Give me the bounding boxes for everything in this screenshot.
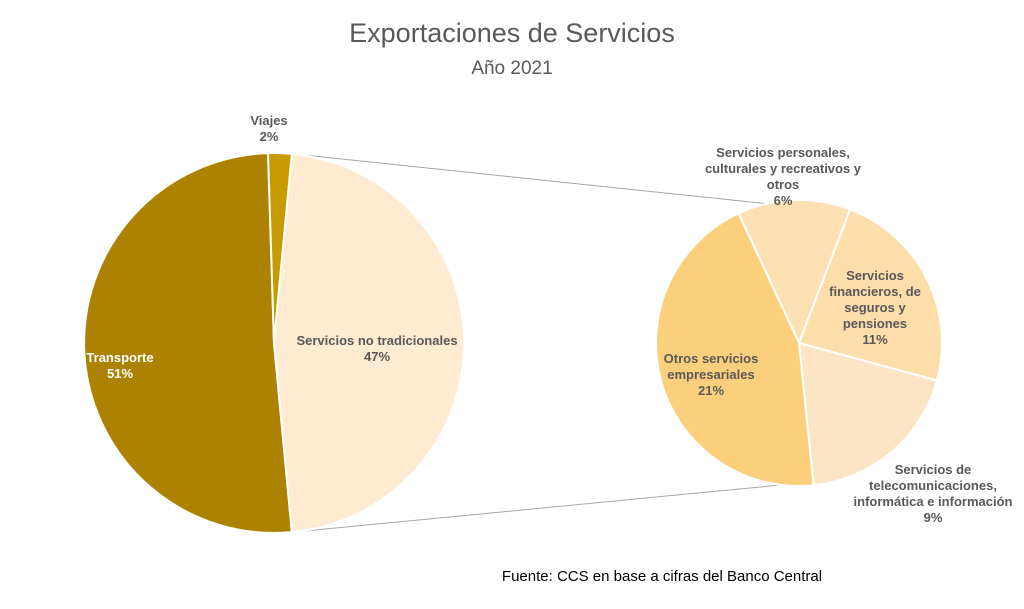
label-viajes-text: Viajes [250,113,287,128]
label-servicios-de-telecomunicaciones-informatica-e-informacion-value: 9% [924,510,943,525]
label-servicios-financieros-de-seguros-y-pensiones-value: 11% [862,332,888,347]
breakdown-pie [655,199,943,487]
source-note: Fuente: CCS en base a cifras del Banco C… [502,568,822,585]
label-servicios-no-tradicionales-value: 47% [364,349,390,364]
connector-lines [291,153,782,533]
label-viajes-value: 2% [260,129,279,144]
breakdown-slice-servicios-financieros-de-seguros-y-pensiones [797,208,943,382]
connector-bottom [291,484,782,533]
label-servicios-personales-culturales-y-recreativos-y-otros-text: Servicios personales, [716,145,850,160]
breakdown-slice-servicios-de-telecomunicaciones-informatica-e-informacion [797,341,939,487]
label-servicios-de-telecomunicaciones-informatica-e-informacion-text: informática e información [854,494,1013,509]
label-servicios-personales-culturales-y-recreativos-y-otros-value: 6% [774,193,793,208]
label-transporte-value: 51% [107,366,133,381]
label-transporte-text: Transporte [86,350,153,365]
main-slice-servicios-no-tradicionales [272,152,465,534]
label-servicios-personales-culturales-y-recreativos-y-otros-text: otros [767,177,800,192]
label-otros-servicios-empresariales-value: 21% [698,383,724,398]
connector-top [291,153,767,205]
label-servicios-personales-culturales-y-recreativos-y-otros-text: culturales y recreativos y [705,161,862,176]
label-servicios-no-tradicionales-text: Servicios no tradicionales [296,333,457,348]
chart-subtitle: Año 2021 [471,58,552,79]
label-servicios-financieros-de-seguros-y-pensiones-text: pensiones [843,316,907,331]
breakdown-slice-servicios-personales-culturales-y-recreativos-y-otros [737,199,852,346]
label-servicios-financieros-de-seguros-y-pensiones-text: financieros, de [829,284,921,299]
label-otros-servicios-empresariales-text: Otros servicios [664,351,759,366]
main-pie [83,151,465,534]
label-otros-servicios-empresariales-text: empresariales [667,367,754,382]
label-servicios-financieros-de-seguros-y-pensiones-text: Servicios [846,268,904,283]
label-servicios-financieros-de-seguros-y-pensiones-text: seguros y [844,300,906,315]
main-slice-transporte [83,152,293,534]
chart-title: Exportaciones de Servicios [349,18,675,48]
breakdown-slice-otros-servicios-empresariales [655,212,815,487]
label-servicios-de-telecomunicaciones-informatica-e-informacion-text: Servicios de [895,462,972,477]
label-servicios-de-telecomunicaciones-informatica-e-informacion-text: telecomunicaciones, [869,478,997,493]
